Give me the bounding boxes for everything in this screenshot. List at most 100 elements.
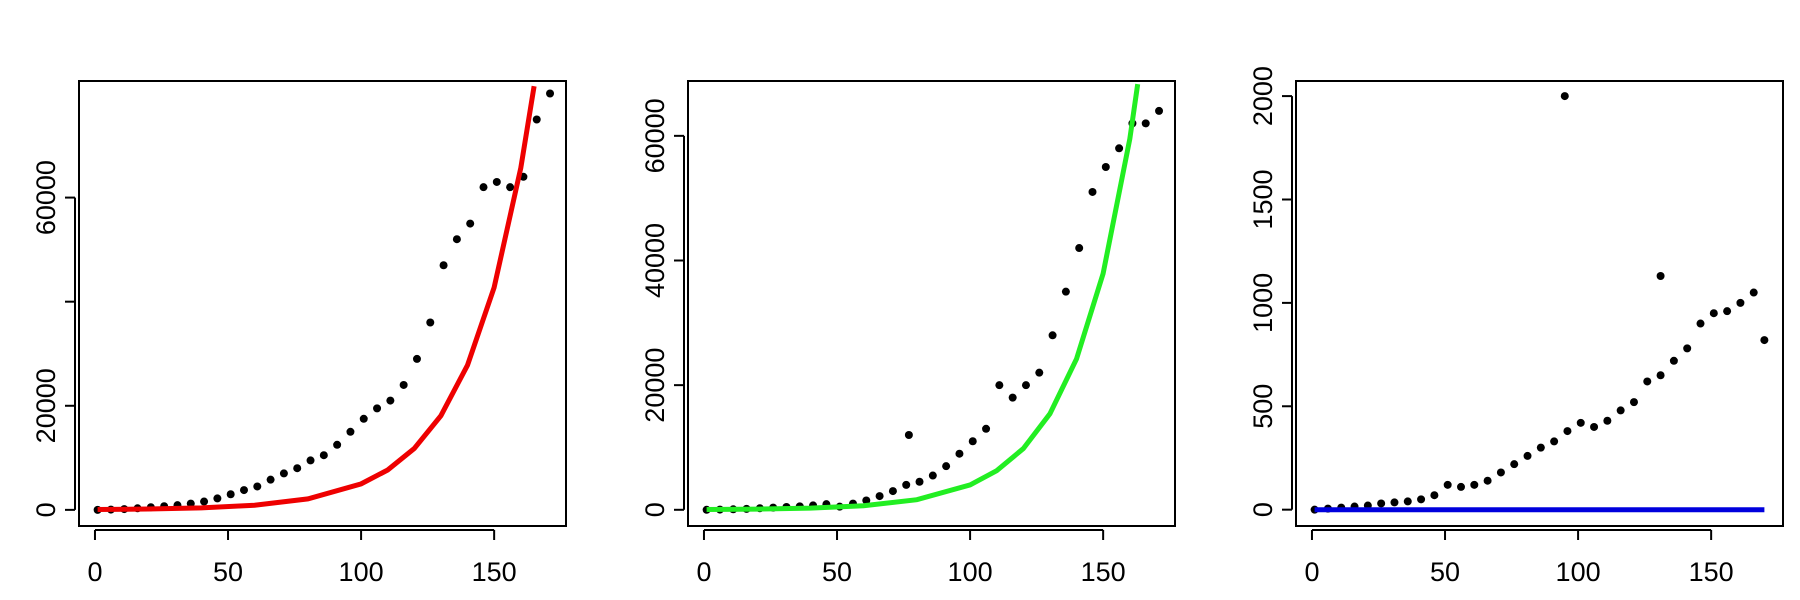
point [239, 486, 248, 495]
point [1075, 244, 1084, 253]
point [279, 469, 288, 478]
plot-frame [687, 80, 1176, 527]
point [359, 414, 368, 423]
point [1390, 498, 1399, 507]
point [412, 354, 421, 363]
point [1008, 393, 1017, 402]
x-tick-label: 100 [1556, 557, 1601, 587]
point [1656, 271, 1665, 280]
point [875, 492, 884, 501]
point [546, 89, 555, 98]
point [1088, 187, 1097, 196]
point [1523, 451, 1532, 460]
x-tick-label: 150 [1081, 557, 1126, 587]
point [1603, 416, 1612, 425]
point [1723, 307, 1732, 316]
y-tick-label: 60000 [640, 98, 670, 173]
point [293, 464, 302, 473]
point [439, 261, 448, 270]
point [1101, 163, 1110, 172]
point [1403, 497, 1412, 506]
point [1669, 356, 1678, 365]
point [386, 396, 395, 405]
point [333, 440, 342, 449]
plot-area [702, 83, 1164, 514]
point [1536, 443, 1545, 452]
point [995, 381, 1004, 390]
point [904, 431, 913, 440]
point [346, 427, 355, 436]
point [915, 477, 924, 486]
y-tick-label: 1500 [1248, 169, 1278, 229]
point [1629, 398, 1638, 407]
point [1141, 119, 1150, 128]
x-tick-label: 50 [822, 557, 852, 587]
x-tick-label: 100 [948, 557, 993, 587]
point [1115, 144, 1124, 153]
y-tick-label: 0 [1248, 502, 1278, 517]
point [213, 494, 222, 503]
y-tick-label: 20000 [31, 368, 61, 443]
point [466, 219, 475, 228]
point [1417, 495, 1426, 504]
point [1749, 288, 1758, 297]
y-tick-label: 20000 [640, 348, 670, 423]
plot-area [1310, 92, 1769, 514]
y-tick-label: 500 [1248, 384, 1278, 429]
point [399, 380, 408, 389]
plot-frame [1295, 80, 1784, 527]
point [1510, 460, 1519, 469]
point [479, 183, 488, 192]
point [1021, 381, 1030, 390]
y-tick-label: 1000 [1248, 273, 1278, 333]
point [1155, 106, 1164, 115]
y-tick-label: 60000 [31, 160, 61, 235]
point [1456, 482, 1465, 491]
fit-line [97, 85, 537, 512]
point [532, 115, 541, 124]
point [1616, 406, 1625, 415]
point [888, 487, 897, 496]
point [982, 424, 991, 433]
plot-frame [78, 80, 567, 527]
point [1576, 418, 1585, 427]
y-tick-label: 0 [31, 502, 61, 517]
point [1483, 476, 1492, 485]
x-tick-label: 0 [696, 557, 711, 587]
point [492, 177, 501, 186]
x-tick-label: 150 [1689, 557, 1734, 587]
point [506, 183, 515, 192]
point [968, 437, 977, 446]
point [1377, 499, 1386, 508]
point [253, 482, 262, 491]
point [373, 404, 382, 413]
point [1656, 371, 1665, 380]
point [1590, 422, 1599, 431]
x-tick-label: 0 [87, 557, 102, 587]
panel: 0 50 100 150 0 20000 60000 [31, 80, 567, 587]
x-tick-label: 50 [213, 557, 243, 587]
point [942, 462, 951, 471]
point [928, 471, 937, 480]
x-tick-label: 50 [1430, 557, 1460, 587]
x-tick-label: 100 [339, 557, 384, 587]
point [1563, 427, 1572, 436]
point [955, 449, 964, 458]
plot-area [93, 85, 555, 514]
point [1709, 309, 1718, 318]
point [1430, 491, 1439, 500]
point [1560, 92, 1569, 101]
y-tick-label: 40000 [640, 223, 670, 298]
x-tick-label: 0 [1304, 557, 1319, 587]
point [1696, 319, 1705, 328]
point [266, 475, 275, 484]
point [1736, 298, 1745, 307]
point [1643, 377, 1652, 386]
point [1683, 344, 1692, 353]
point [226, 490, 235, 499]
point [306, 456, 315, 465]
point [1443, 480, 1452, 489]
y-tick-label: 2000 [1248, 66, 1278, 126]
